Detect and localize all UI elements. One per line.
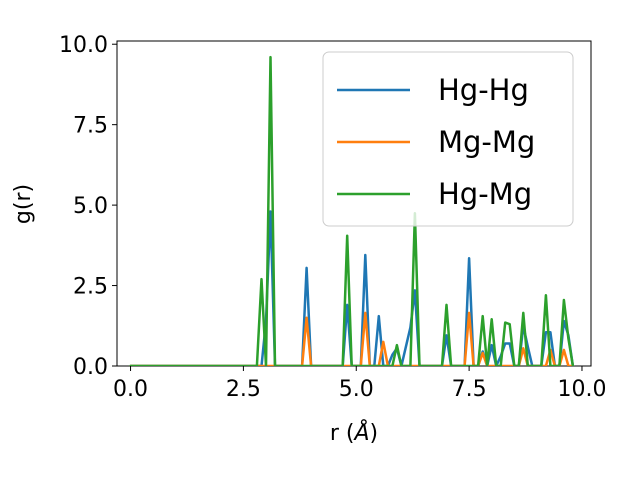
y-tick-label: 10.0 — [59, 33, 108, 58]
x-tick-label: 10.0 — [557, 377, 606, 402]
y-tick-label: 5.0 — [73, 194, 108, 219]
legend: Hg-Hg Mg-Mg Hg-Mg — [322, 51, 574, 227]
legend-box — [322, 51, 574, 227]
x-tick-label: 7.5 — [452, 377, 487, 402]
x-tick-label: 0.0 — [113, 377, 148, 402]
y-tick-label: 2.5 — [73, 275, 108, 300]
x-axis-label: r (Å) — [330, 419, 378, 446]
y-tick-label: 7.5 — [73, 114, 108, 139]
legend-label-hg-hg: Hg-Hg — [438, 73, 529, 107]
y-axis: 0.0 2.5 5.0 7.5 10.0 — [59, 33, 117, 380]
legend-label-hg-mg: Hg-Mg — [438, 177, 532, 211]
x-axis-label-close: ) — [370, 421, 379, 446]
x-tick-label: 5.0 — [339, 377, 374, 402]
x-axis-label-unit: Å — [352, 419, 369, 446]
series-line-hg-mg — [129, 55, 575, 366]
x-axis-label-text: r ( — [330, 421, 355, 446]
y-axis-label: g(r) — [11, 184, 36, 224]
series-layer — [129, 55, 575, 366]
x-tick-label: 2.5 — [226, 377, 261, 402]
legend-entries: Hg-Hg Mg-Mg Hg-Mg — [337, 73, 535, 211]
y-tick-label: 0.0 — [73, 355, 108, 380]
x-axis: 0.0 2.5 5.0 7.5 10.0 — [113, 366, 606, 402]
legend-label-mg-mg: Mg-Mg — [438, 125, 535, 159]
series-line-mg-mg — [129, 311, 575, 366]
